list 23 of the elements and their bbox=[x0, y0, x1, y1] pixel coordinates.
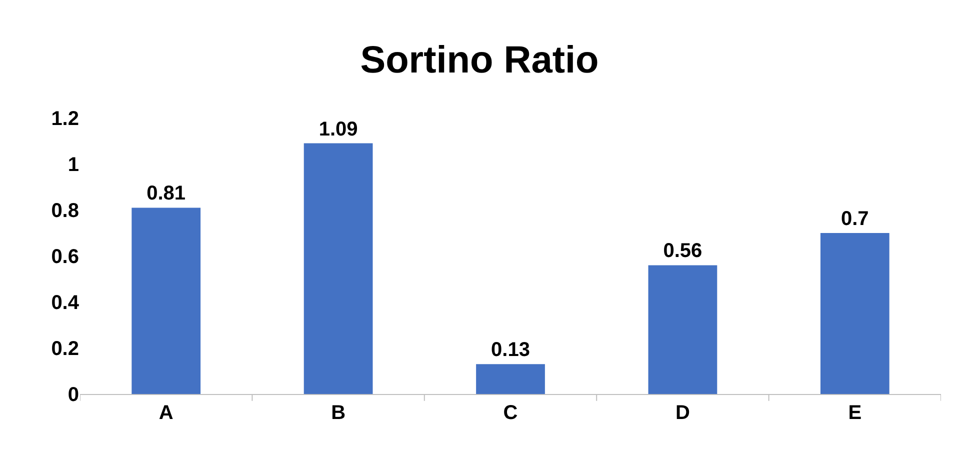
chart-title: Sortino Ratio bbox=[360, 40, 599, 82]
data-label: 1.09 bbox=[318, 118, 358, 140]
data-label: 0.7 bbox=[840, 208, 869, 230]
data-label: 0.81 bbox=[146, 182, 186, 205]
y-tick-label: 0 bbox=[68, 384, 79, 406]
bar bbox=[476, 364, 545, 394]
data-label: 0.56 bbox=[663, 240, 702, 262]
x-tick-label: B bbox=[331, 402, 346, 424]
y-tick-label: 1.2 bbox=[51, 108, 79, 130]
bar bbox=[820, 233, 890, 394]
bar bbox=[132, 208, 201, 394]
y-tick-label: 0.6 bbox=[51, 246, 79, 268]
x-tick-label: D bbox=[675, 402, 690, 424]
x-tick-label: C bbox=[503, 402, 518, 424]
x-tick-label: A bbox=[158, 402, 174, 424]
y-tick-label: 0.4 bbox=[51, 292, 80, 314]
y-tick-label: 0.2 bbox=[51, 338, 79, 360]
y-tick-label: 1 bbox=[68, 154, 79, 176]
bar bbox=[648, 265, 718, 394]
data-label: 0.13 bbox=[491, 339, 530, 362]
bar bbox=[304, 143, 373, 394]
y-tick-label: 0.8 bbox=[51, 200, 79, 222]
x-tick-label: E bbox=[848, 402, 862, 424]
